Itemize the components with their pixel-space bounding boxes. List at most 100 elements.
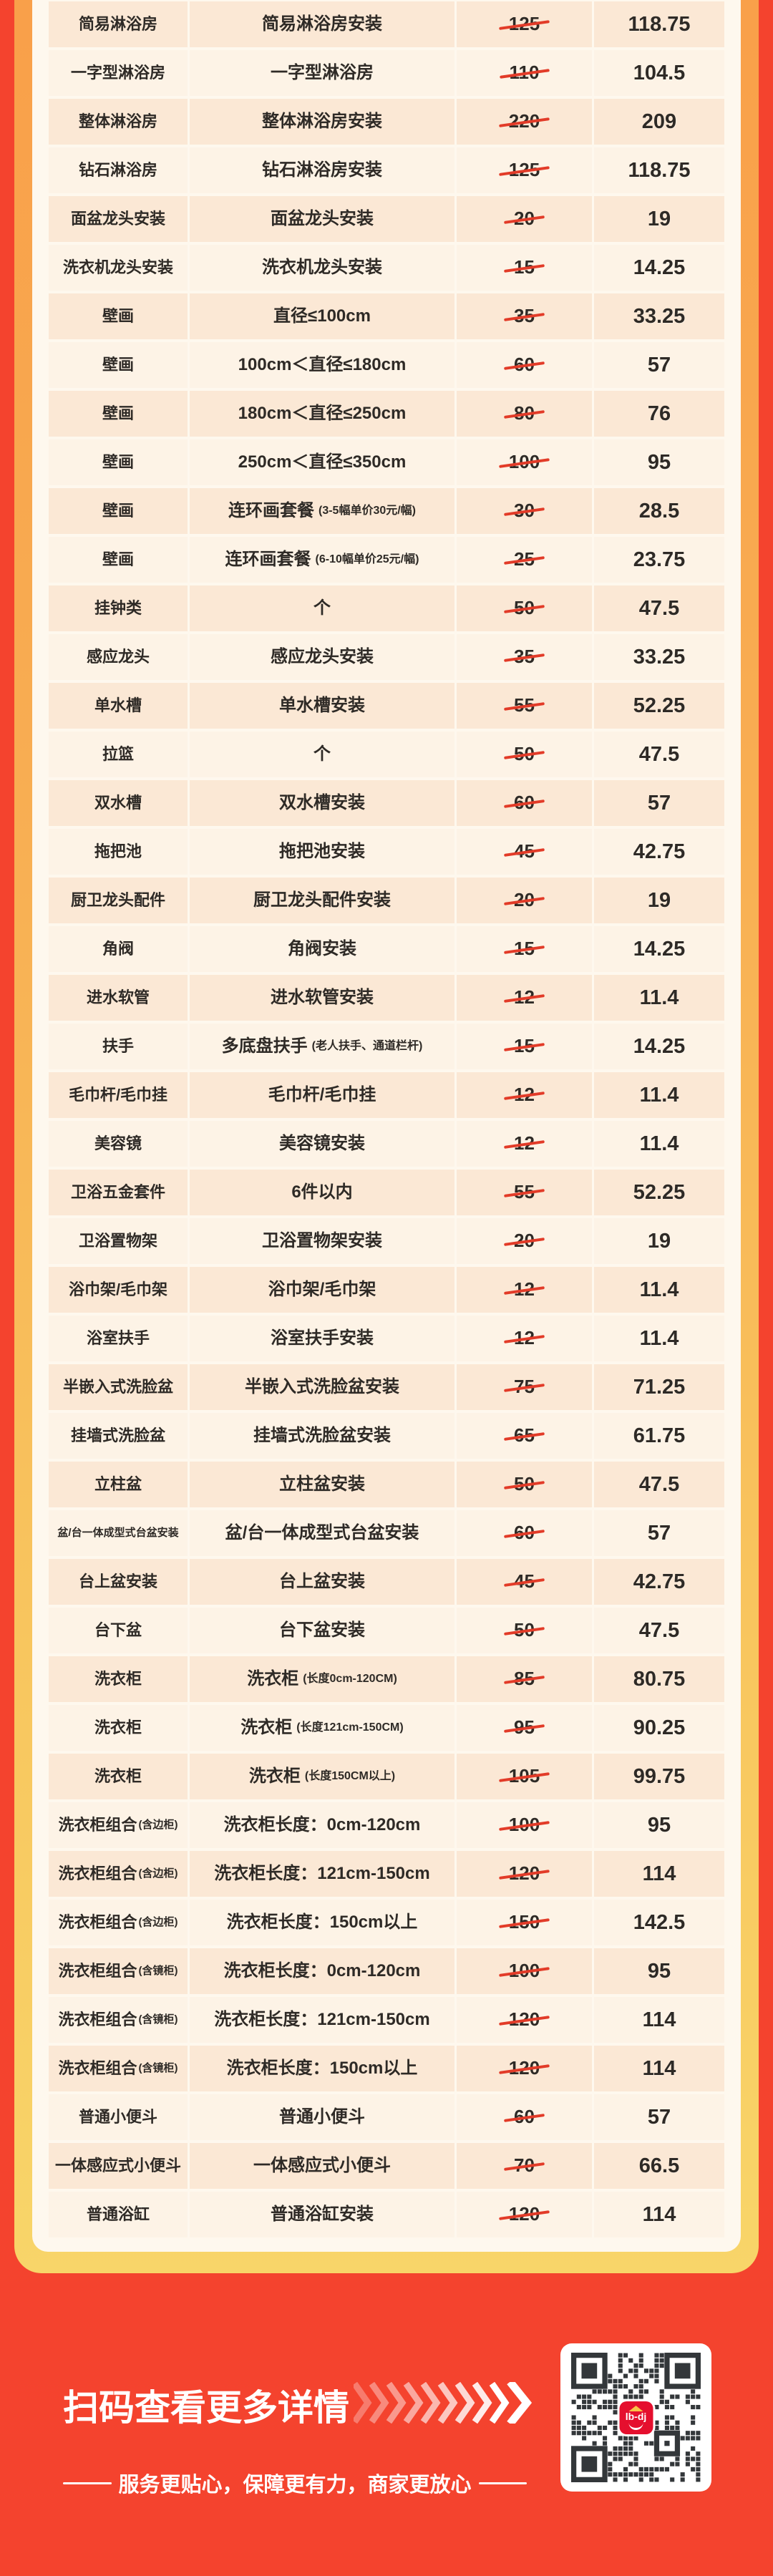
table-row: 普通浴缸 普通浴缸安装 120 114 [49, 2192, 724, 2237]
discount-price-cell: 19 [594, 878, 724, 923]
discount-price-cell: 99.75 [594, 1754, 724, 1799]
category-cell: 钻石淋浴房 [49, 147, 188, 193]
category-cell: 半嵌入式洗脸盆 [49, 1364, 188, 1410]
category-cell: 卫浴置物架 [49, 1218, 188, 1264]
item-cell: 整体淋浴房安装 [190, 99, 454, 145]
category-cell: 洗衣柜 [49, 1656, 188, 1702]
price-panel: 简易淋浴房 简易淋浴房安装 125 118.75 一字型淋浴房 一字型淋浴房 110 104.… [32, 0, 741, 2252]
item-cell: 厨卫龙头配件安装 [190, 878, 454, 923]
category-cell: 进水软管 [49, 975, 188, 1021]
category-cell: 壁画 [49, 537, 188, 583]
chevron-right-icons [354, 2382, 533, 2424]
item-cell: 卫浴置物架安装 [190, 1218, 454, 1264]
table-row: 洗衣机龙头安装 洗衣机龙头安装 15 14.25 [49, 245, 724, 291]
original-price-cell: 50 [457, 1608, 592, 1653]
discount-price-cell: 118.75 [594, 147, 724, 193]
original-price-cell: 60 [457, 1510, 592, 1556]
item-cell: 个 [190, 585, 454, 631]
discount-price-cell: 23.75 [594, 537, 724, 583]
original-price-cell: 120 [457, 2192, 592, 2237]
category-cell: 面盆龙头安装 [49, 196, 188, 242]
discount-price-cell: 14.25 [594, 1024, 724, 1069]
discount-price-cell: 52.25 [594, 1170, 724, 1215]
table-row: 壁画 连环画套餐 (6-10幅单价25元/幅) 25 23.75 [49, 537, 724, 583]
divider-line-left [63, 2482, 112, 2484]
original-price-cell: 50 [457, 732, 592, 777]
discount-price-cell: 28.5 [594, 488, 724, 534]
discount-price-cell: 57 [594, 780, 724, 826]
table-row: 感应龙头 感应龙头安装 35 33.25 [49, 634, 724, 680]
discount-price-cell: 11.4 [594, 1072, 724, 1118]
table-row: 挂钟类个 50 47.5 [49, 585, 724, 631]
item-cell: 浴室扶手安装 [190, 1316, 454, 1361]
discount-price-cell: 11.4 [594, 1267, 724, 1313]
price-table: 简易淋浴房 简易淋浴房安装 125 118.75 一字型淋浴房 一字型淋浴房 110 104.… [32, 0, 741, 2237]
original-price-cell: 100 [457, 1802, 592, 1848]
item-cell: 洗衣柜长度：121cm-150cm [190, 1997, 454, 2043]
table-row: 壁画 连环画套餐 (3-5幅单价30元/幅) 30 28.5 [49, 488, 724, 534]
discount-price-cell: 80.75 [594, 1656, 724, 1702]
category-cell: 壁画 [49, 293, 188, 339]
table-row: 浴室扶手 浴室扶手安装 12 11.4 [49, 1316, 724, 1361]
table-row: 洗衣柜 洗衣柜 (长度150CM以上) 105 99.75 [49, 1754, 724, 1799]
category-cell: 扶手 [49, 1024, 188, 1069]
qr-code: lb-dj [560, 2343, 711, 2492]
promo-frame: 简易淋浴房 简易淋浴房安装 125 118.75 一字型淋浴房 一字型淋浴房 110 104.… [14, 0, 759, 2273]
table-row: 简易淋浴房 简易淋浴房安装 125 118.75 [49, 1, 724, 47]
table-row: 半嵌入式洗脸盆 半嵌入式洗脸盆安装 75 71.25 [49, 1364, 724, 1410]
discount-price-cell: 47.5 [594, 1608, 724, 1653]
original-price-cell: 45 [457, 1559, 592, 1605]
category-cell: 浴室扶手 [49, 1316, 188, 1361]
footer: 扫码查看更多详情 服务更贴心，保障更有力，商家更放心 lb-dj [0, 2273, 773, 2576]
discount-price-cell: 95 [594, 1802, 724, 1848]
item-cell: 浴巾架/毛巾架 [190, 1267, 454, 1313]
table-row: 洗衣柜组合 (含镜柜) 洗衣柜长度：150cm以上 120 114 [49, 2046, 724, 2091]
original-price-cell: 20 [457, 1218, 592, 1264]
footer-subtitle-row: 服务更贴心，保障更有力，商家更放心 [63, 2468, 528, 2498]
category-cell: 洗衣柜组合 (含镜柜) [49, 1997, 188, 2043]
divider-line-right [478, 2482, 528, 2484]
category-cell: 台上盆安装 [49, 1559, 188, 1605]
category-cell: 拉篮 [49, 732, 188, 777]
category-cell: 洗衣柜组合 (含边柜) [49, 1851, 188, 1897]
category-cell: 双水槽 [49, 780, 188, 826]
discount-price-cell: 114 [594, 1997, 724, 2043]
table-row: 厨卫龙头配件 厨卫龙头配件安装 20 19 [49, 878, 724, 923]
discount-price-cell: 33.25 [594, 293, 724, 339]
original-price-cell: 220 [457, 99, 592, 145]
category-cell: 洗衣柜组合 (含边柜) [49, 1900, 188, 1945]
original-price-cell: 125 [457, 1, 592, 47]
discount-price-cell: 11.4 [594, 975, 724, 1021]
house-roof-icon [628, 2405, 643, 2411]
discount-price-cell: 57 [594, 2094, 724, 2140]
item-cell: 洗衣柜 (长度150CM以上) [190, 1754, 454, 1799]
table-row: 洗衣柜组合 (含边柜) 洗衣柜长度：150cm以上 150 142.5 [49, 1900, 724, 1945]
item-cell: 一体感应式小便斗 [190, 2143, 454, 2189]
category-cell: 洗衣柜组合 (含镜柜) [49, 1948, 188, 1994]
table-row: 毛巾杆/毛巾挂 毛巾杆/毛巾挂 12 11.4 [49, 1072, 724, 1118]
original-price-cell: 25 [457, 537, 592, 583]
category-cell: 台下盆 [49, 1608, 188, 1653]
original-price-cell: 35 [457, 634, 592, 680]
original-price-cell: 125 [457, 147, 592, 193]
discount-price-cell: 118.75 [594, 1, 724, 47]
category-cell: 感应龙头 [49, 634, 188, 680]
original-price-cell: 35 [457, 293, 592, 339]
original-price-cell: 100 [457, 439, 592, 485]
table-row: 一字型淋浴房 一字型淋浴房 110 104.5 [49, 50, 724, 96]
item-cell: 直径≤100cm [190, 293, 454, 339]
item-cell: 简易淋浴房安装 [190, 1, 454, 47]
original-price-cell: 30 [457, 488, 592, 534]
item-cell: 连环画套餐 (3-5幅单价30元/幅) [190, 488, 454, 534]
original-price-cell: 120 [457, 1997, 592, 2043]
category-cell: 角阀 [49, 926, 188, 972]
table-row: 壁画 180cm＜直径≤250cm 80 76 [49, 391, 724, 437]
item-cell: 6件以内 [190, 1170, 454, 1215]
table-row: 钻石淋浴房 钻石淋浴房安装 125 118.75 [49, 147, 724, 193]
discount-price-cell: 71.25 [594, 1364, 724, 1410]
category-cell: 盆/台一体成型式台盆安装 [49, 1510, 188, 1556]
item-cell: 美容镜安装 [190, 1121, 454, 1167]
item-cell: 100cm＜直径≤180cm [190, 342, 454, 388]
original-price-cell: 150 [457, 1900, 592, 1945]
original-price-cell: 15 [457, 245, 592, 291]
